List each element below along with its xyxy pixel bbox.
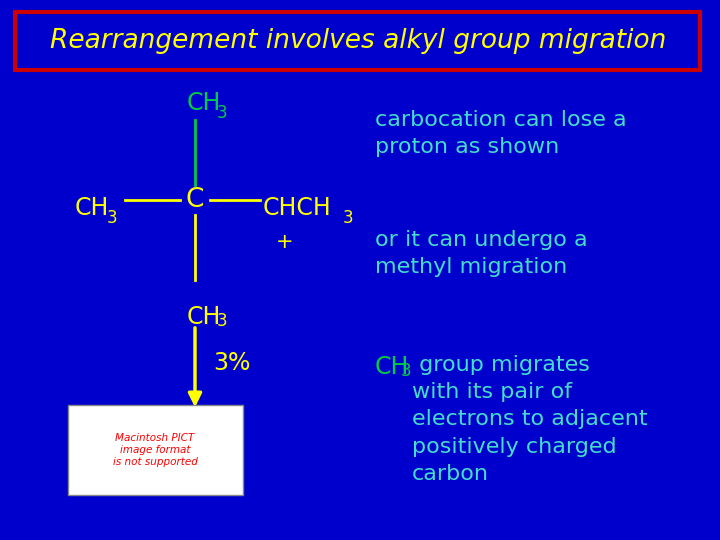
Text: 3%: 3%	[213, 350, 251, 375]
Text: 3: 3	[217, 104, 228, 122]
Text: Macintosh PICT
image format
is not supported: Macintosh PICT image format is not suppo…	[112, 434, 197, 467]
Text: Rearrangement involves alkyl group migration: Rearrangement involves alkyl group migra…	[50, 28, 666, 54]
Text: 3: 3	[217, 312, 228, 330]
Bar	[68, 405, 243, 495]
Text: C: C	[186, 187, 204, 213]
Text: 3: 3	[401, 362, 412, 380]
Text: or it can undergo a
methyl migration: or it can undergo a methyl migration	[375, 230, 588, 277]
Text: CH: CH	[375, 355, 410, 379]
Text: group migrates
with its pair of
electrons to adjacent
positively charged
carbon: group migrates with its pair of electron…	[412, 355, 647, 484]
Text: CH: CH	[75, 196, 109, 220]
Text: CH: CH	[187, 305, 221, 329]
Text: carbocation can lose a
proton as shown: carbocation can lose a proton as shown	[375, 110, 626, 157]
Text: 3: 3	[107, 209, 117, 227]
Text: +: +	[276, 232, 294, 252]
Bar	[15, 12, 700, 70]
Text: CHCH: CHCH	[263, 196, 332, 220]
Text: CH: CH	[187, 91, 221, 115]
Text: 3: 3	[343, 209, 354, 227]
